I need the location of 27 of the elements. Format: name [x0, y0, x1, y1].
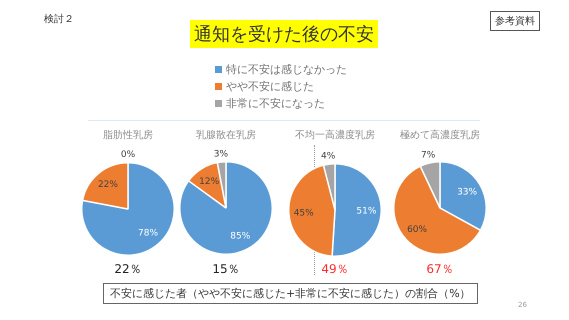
data-label: 45%	[294, 208, 314, 218]
text: 通知を受けた後の不安	[190, 20, 378, 48]
data-label: 33%	[457, 187, 478, 198]
legend-label: 非常に不安になった	[226, 96, 325, 111]
text: 検討２	[44, 12, 74, 26]
chart-title: 乳腺散在乳房	[196, 128, 256, 142]
text: 15％	[212, 261, 240, 278]
data-label: 7%	[421, 150, 436, 160]
data-label: 78%	[138, 228, 158, 239]
data-label: 12%	[199, 176, 220, 187]
chart-title: 不均一高濃度乳房	[295, 128, 375, 142]
data-label: 22%	[98, 180, 118, 190]
chart-title: 極めて高濃度乳房	[400, 128, 480, 142]
text: 22％	[114, 261, 142, 278]
data-label: 85%	[230, 231, 251, 242]
data-label: 51%	[356, 206, 377, 216]
text: 脂肪性乳房	[103, 128, 153, 142]
data-label: 3%	[214, 149, 228, 160]
text: 0%	[120, 150, 136, 160]
legend-label: やや不安に感じた	[226, 79, 314, 94]
text: 不安に感じた者（やや不安に感じた+非常に不安に感じた）の割合（%）	[103, 283, 478, 304]
legend-label: 特に不安は感じなかった	[226, 62, 347, 77]
text: 49％	[321, 261, 349, 278]
data-label: 4%	[321, 152, 336, 162]
text: 67％	[426, 261, 454, 278]
text: 参考資料	[490, 11, 540, 31]
data-label: 60%	[407, 224, 428, 235]
